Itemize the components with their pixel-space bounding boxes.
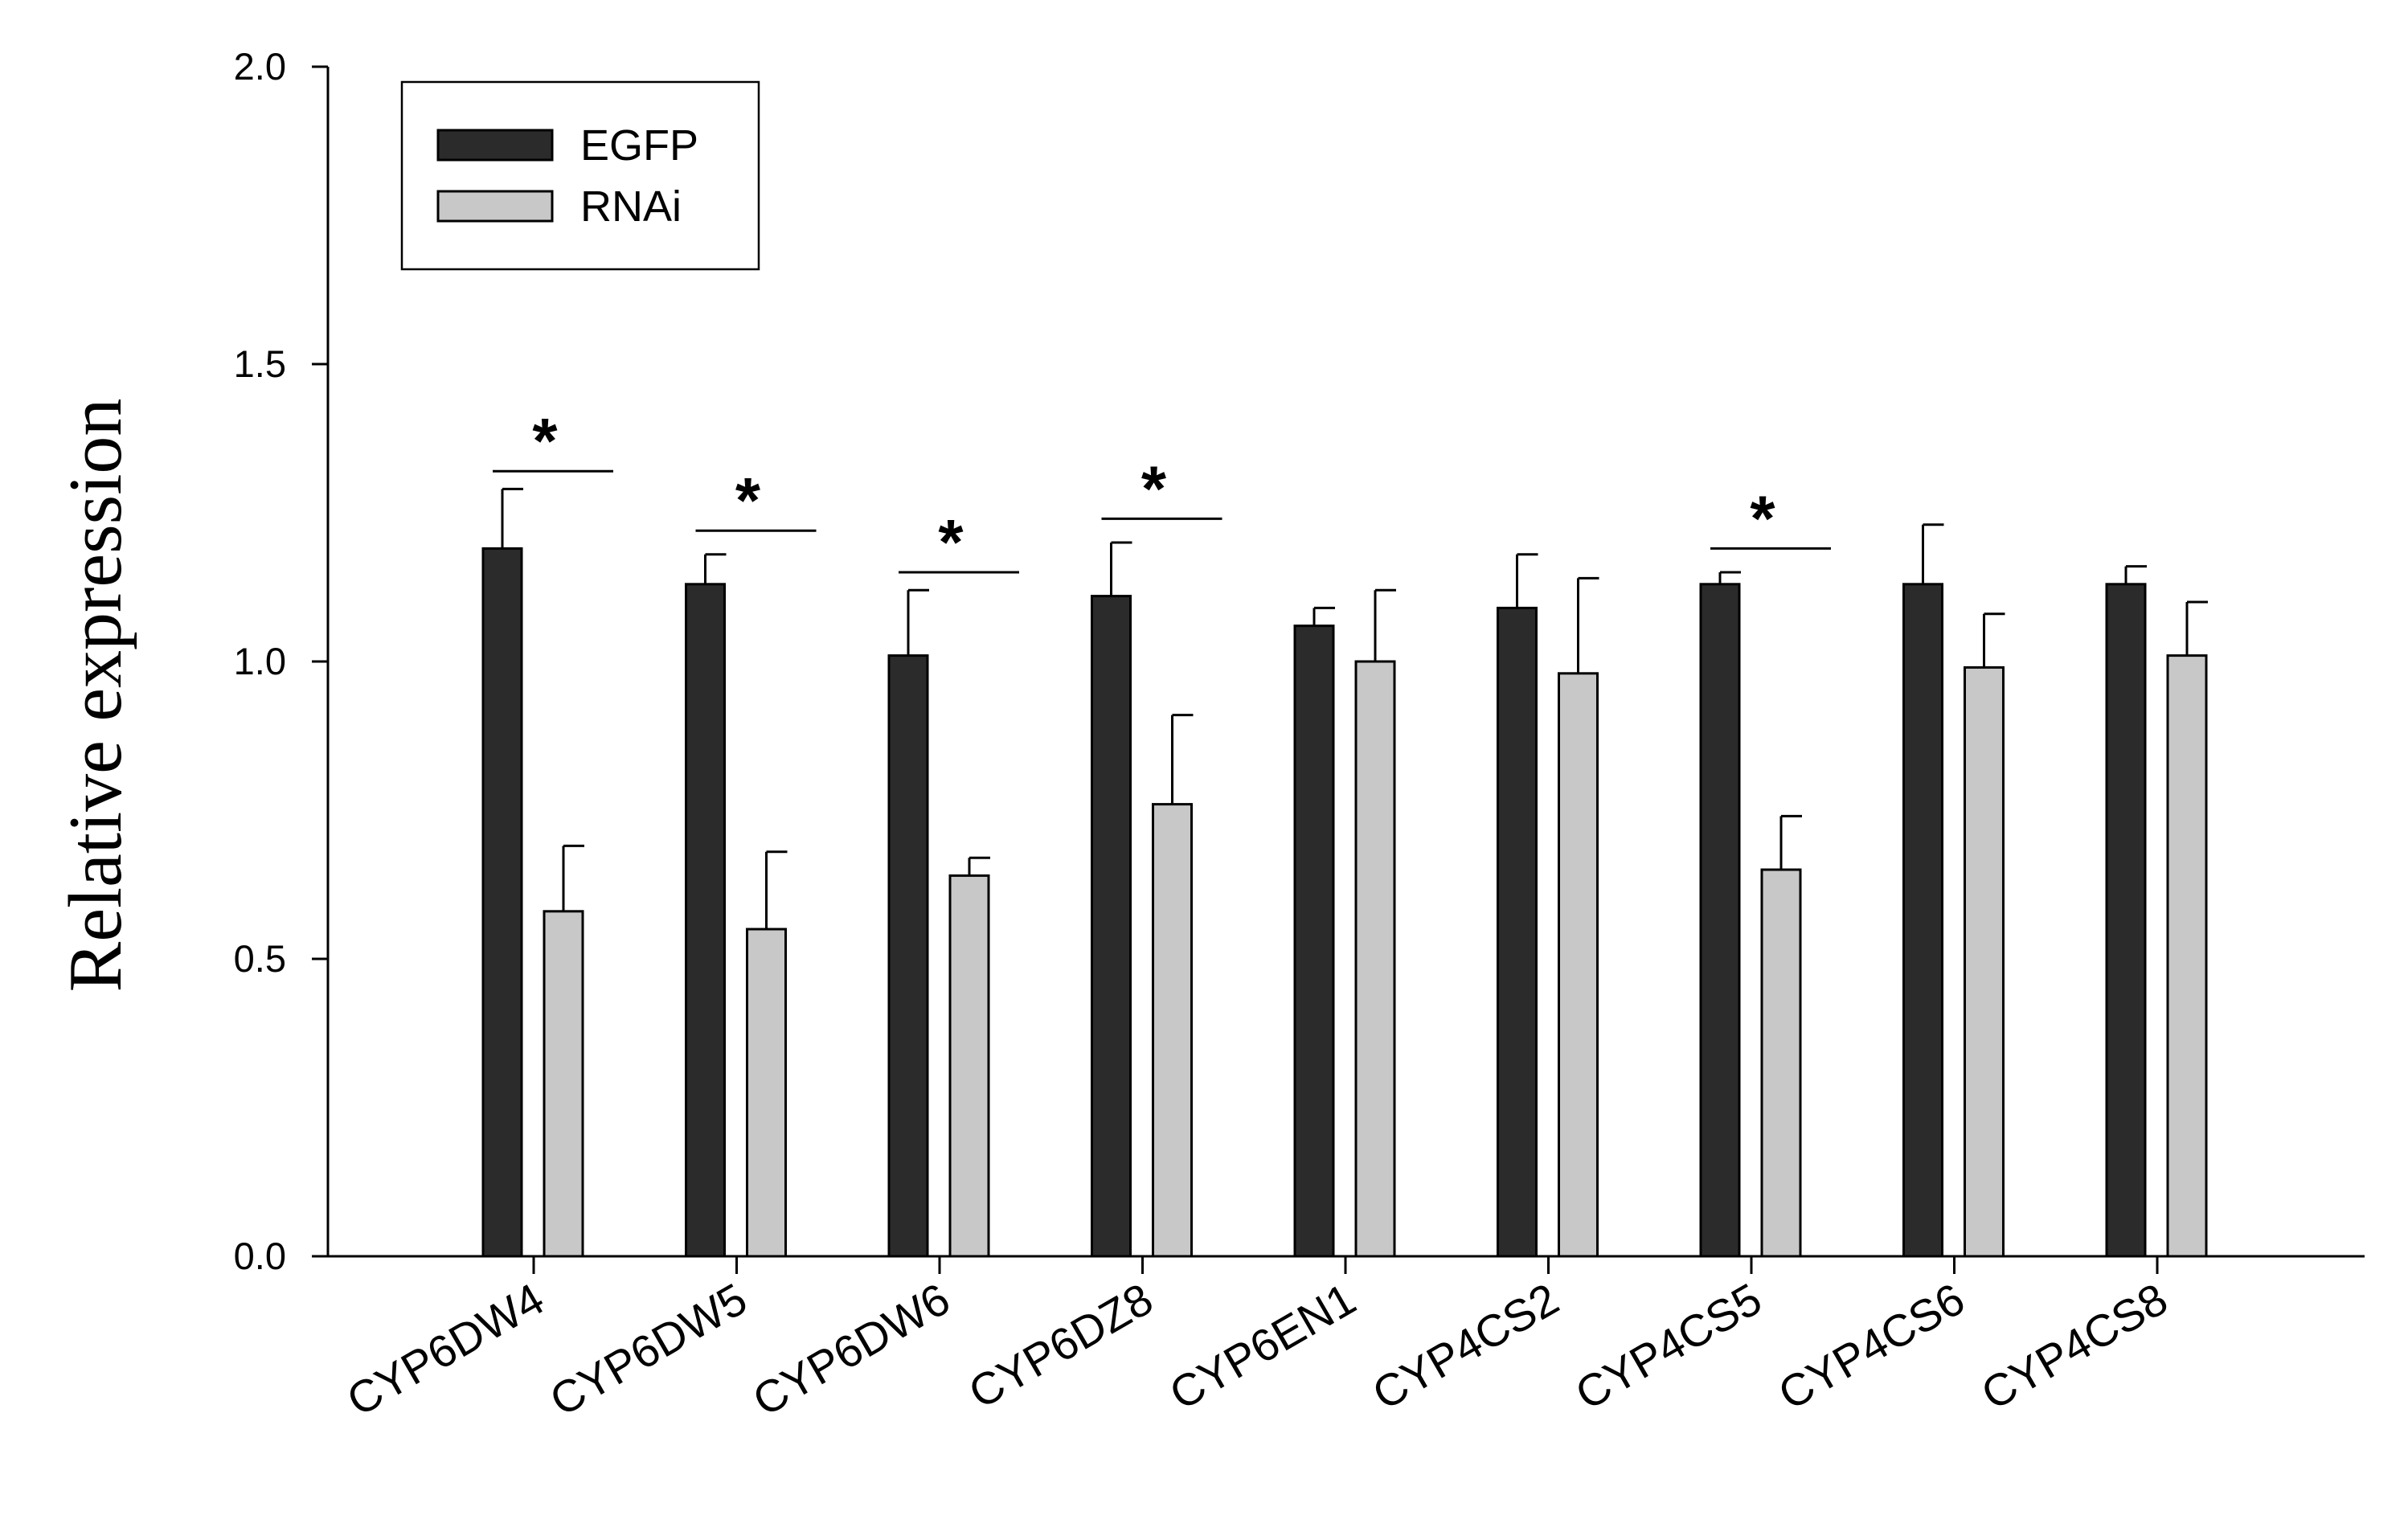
significance-star: *: [938, 506, 964, 578]
bar-egfp-cyp4cs8: [2105, 583, 2147, 1258]
y-tick-label: 2.0: [234, 45, 286, 88]
significance-markers: * * * * *: [493, 405, 1831, 578]
y-tick-label: 1.0: [234, 640, 286, 682]
bar-rnai-cyp6dw5: [746, 928, 787, 1258]
bar-egfp-cyp4cs2: [1497, 606, 1538, 1258]
bar-rnai-cyp6dw4: [543, 910, 584, 1258]
legend-frame: [400, 80, 760, 271]
legend-label-egfp: EGFP: [580, 121, 698, 170]
legend-swatch-egfp: [436, 129, 554, 162]
bar-egfp-cyp4cs6: [1902, 583, 1943, 1258]
bar-egfp-cyp6dw6: [887, 654, 929, 1258]
bar-rnai-cyp6dz8: [1152, 803, 1193, 1258]
bar-rnai-cyp6dw6: [948, 874, 990, 1258]
y-tick-label: 1.5: [234, 342, 286, 385]
y-tick-label: 0.0: [234, 1235, 286, 1277]
legend: EGFP RNAi: [400, 80, 760, 271]
bar-rnai-cyp6en1: [1354, 660, 1396, 1258]
bar-egfp-cyp6dz8: [1091, 595, 1132, 1258]
bar-rnai-cyp4cs6: [1964, 666, 2005, 1258]
y-axis-title: Relative expression: [54, 399, 137, 993]
bar-rnai-cyp4cs5: [1760, 868, 1802, 1258]
significance-star: *: [735, 465, 761, 536]
legend-label-rnai: RNAi: [580, 182, 682, 231]
bar-series: [481, 487, 2208, 1258]
significance-star: *: [532, 405, 558, 477]
bar-egfp-cyp6dw5: [685, 583, 726, 1258]
y-tick-label: 0.5: [234, 937, 286, 980]
legend-swatch-rnai: [436, 190, 554, 223]
bar-egfp-cyp6dw4: [481, 547, 523, 1258]
bar-egfp-cyp4cs5: [1699, 583, 1741, 1258]
bar-rnai-cyp4cs2: [1558, 672, 1599, 1258]
bar-rnai-cyp4cs8: [2166, 654, 2208, 1258]
bar-egfp-cyp6en1: [1293, 625, 1335, 1258]
y-axis-ticks: 0.0 0.5 1.0 1.5 2.0: [234, 45, 328, 1277]
significance-star: *: [1750, 482, 1775, 554]
significance-star: *: [1141, 453, 1167, 524]
